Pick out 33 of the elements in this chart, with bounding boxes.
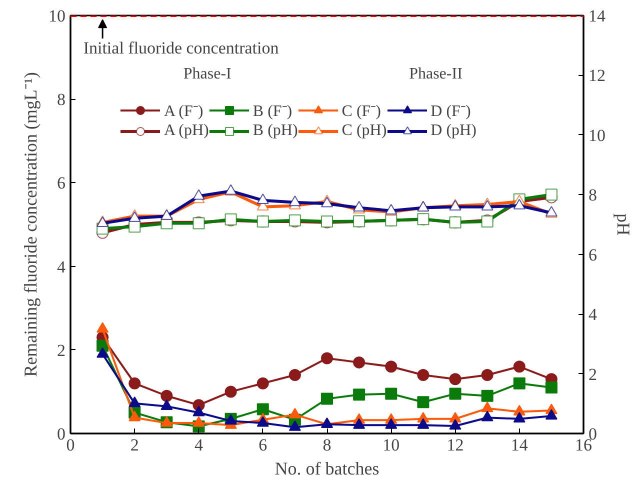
x-tick-label: 12 (446, 436, 464, 454)
x-tick-label: 4 (194, 436, 204, 454)
legend-label: D (pH) (430, 122, 476, 140)
y-tick-label: 8 (57, 90, 66, 110)
legend-label: C (F⁻) (342, 102, 382, 121)
x-axis-title: No. of batches (274, 458, 380, 478)
x-tick-label: 14 (510, 436, 528, 454)
y-tick-label: 6 (57, 174, 66, 193)
legend-label: A (F⁻) (164, 102, 204, 121)
x-tick-label: 10 (382, 436, 400, 454)
y-tick-label: 10 (48, 6, 66, 26)
annotation: Phase-II (409, 65, 462, 82)
legend-label: B (pH) (252, 122, 298, 140)
y-axis-title: Remaining fluoride concentration (mgL⁻¹) (20, 72, 40, 377)
y-tick-label: 2 (57, 340, 66, 360)
x-tick-label: 2 (130, 436, 139, 454)
legend-label: C (pH) (342, 122, 387, 140)
legend-label: A (pH) (164, 122, 209, 140)
legend-label: D (F⁻) (430, 102, 471, 121)
y2-tick-label: 2 (588, 364, 597, 384)
y2-tick-label: 12 (588, 66, 606, 86)
x-tick-label: 6 (258, 436, 268, 454)
ref-line-label: Initial fluoride concentration (83, 38, 280, 58)
y2-tick-label: 4 (588, 305, 598, 324)
y2-tick-label: 14 (588, 6, 606, 26)
y2-tick-label: 8 (588, 186, 597, 205)
y2-tick-label: 10 (588, 126, 606, 145)
legend-label: B (F⁻) (252, 102, 292, 121)
y2-tick-label: 6 (588, 245, 597, 264)
y-tick-label: 4 (57, 257, 66, 276)
annotation: Phase-I (183, 65, 232, 82)
y2-axis-title: pH (614, 214, 634, 236)
x-tick-label: 8 (322, 436, 332, 454)
